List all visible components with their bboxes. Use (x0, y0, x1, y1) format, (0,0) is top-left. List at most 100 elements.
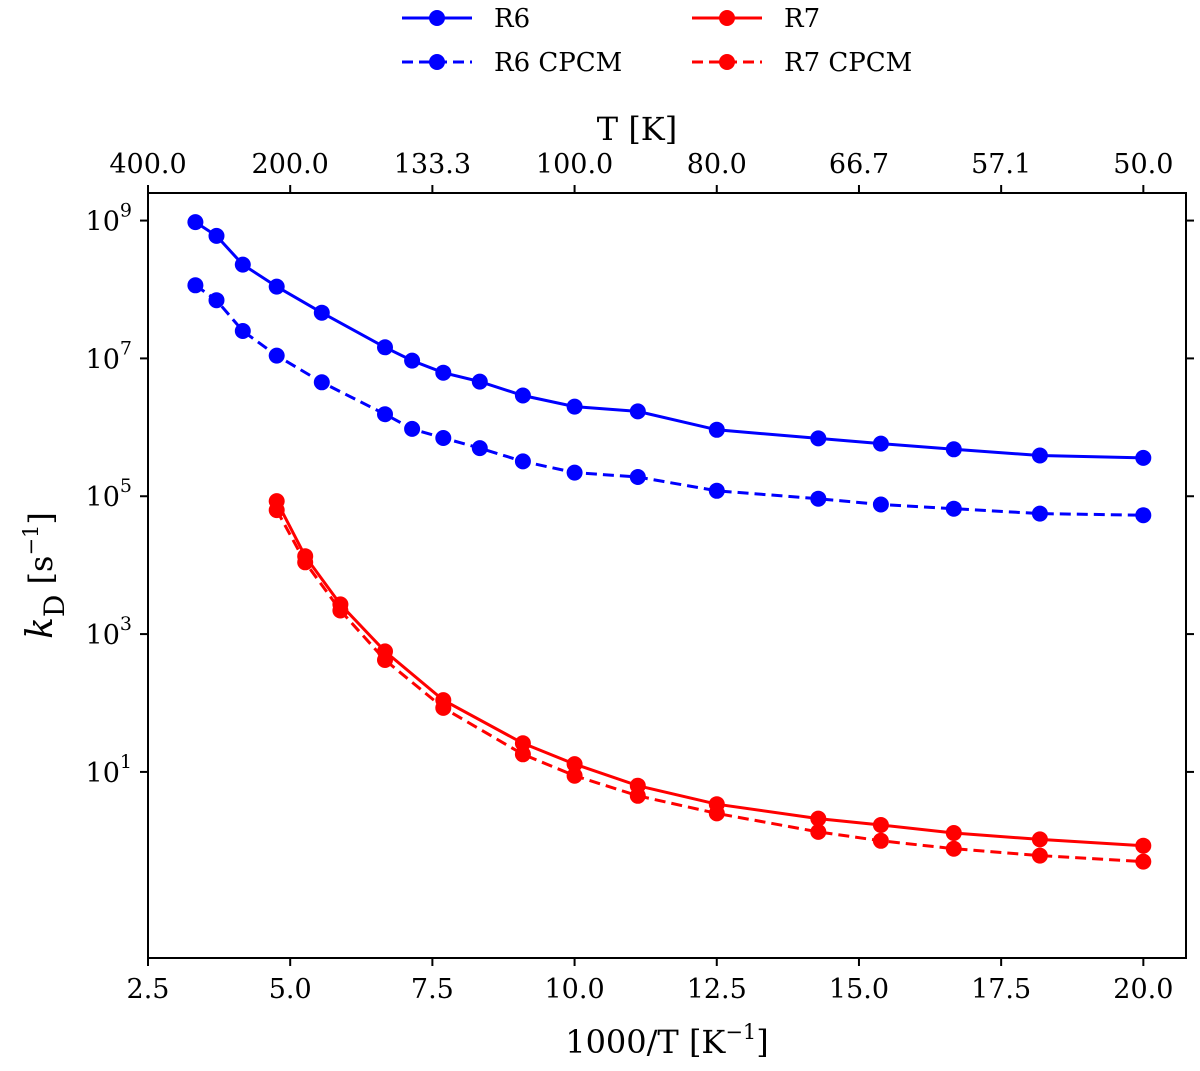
x2-tick-label: 100.0 (536, 149, 613, 180)
y-tick-base: 10 (86, 620, 120, 651)
x-axis-title-text: 1000/T [K (565, 1023, 726, 1061)
data-point (187, 214, 204, 231)
x2-tick-label: 66.7 (829, 149, 889, 180)
data-point (945, 441, 962, 458)
data-point (945, 840, 962, 857)
data-point (208, 227, 225, 244)
y-tick-base: 10 (86, 482, 120, 513)
y-tick-label: 105 (86, 475, 132, 513)
data-point (514, 453, 531, 470)
data-point (810, 810, 827, 827)
data-point (945, 825, 962, 841)
data-point (514, 746, 531, 763)
data-point (313, 304, 330, 321)
data-point (187, 277, 204, 294)
data-point (268, 347, 285, 364)
axes-layer: 2.5 5.0 7.5 10.0 12.5 15.0 17.5 20.0 400.0 200.0 1… (19, 110, 1194, 1061)
y-tick-base: 10 (86, 344, 120, 375)
x-tick-label: 15.0 (829, 974, 889, 1005)
x2-tick-label: 200.0 (252, 149, 329, 180)
data-point (234, 256, 251, 273)
data-point (566, 756, 583, 773)
data-point (708, 805, 725, 822)
x2-axis-title: T [K] (597, 110, 677, 148)
data-point (404, 352, 421, 369)
y-tick-exponent: 1 (120, 751, 132, 773)
x-axis-title-suffix: ] (756, 1023, 768, 1061)
data-point (297, 554, 314, 571)
data-point (566, 398, 583, 415)
x-tick-label: 20.0 (1113, 974, 1173, 1005)
y-tick-base: 10 (86, 207, 120, 238)
data-point (268, 278, 285, 295)
y-tick-exponent: 7 (120, 337, 132, 359)
data-point (435, 364, 452, 381)
data-point (872, 832, 889, 849)
x-tick-label: 12.5 (687, 974, 747, 1005)
y-axis-title-k: k (20, 617, 61, 639)
plot-area (147, 192, 1187, 959)
data-point (332, 602, 349, 619)
legend-label: R7 CPCM (784, 48, 912, 78)
data-point (514, 387, 531, 404)
y-tick-exponent: 3 (120, 613, 132, 635)
y-tick-base: 10 (86, 758, 120, 789)
plot-frame (147, 192, 1187, 959)
x-tick-label: 2.5 (127, 974, 170, 1005)
data-point (566, 767, 583, 784)
legend-marker (719, 54, 735, 70)
data-point (708, 482, 725, 499)
x-axis-title: 1000/T [K−1] (565, 1020, 769, 1061)
data-point (377, 652, 393, 668)
data-point (945, 500, 962, 517)
series-line-r7-cpcm (275, 509, 1144, 864)
data-point (1135, 837, 1152, 854)
data-point (872, 817, 889, 833)
data-point (208, 292, 225, 309)
data-point (1031, 847, 1048, 864)
data-point (435, 699, 452, 716)
data-point (810, 430, 827, 447)
data-point (514, 735, 531, 752)
y-axis-title-unit-sup: −1 (19, 525, 43, 556)
data-point (471, 373, 488, 390)
data-point (1031, 447, 1048, 464)
y-axis-title: kD [s−1] (19, 512, 71, 639)
data-point (810, 490, 827, 507)
y-axis-title-unit: [s (22, 556, 60, 595)
series-line-r7 (275, 500, 1144, 848)
data-point (629, 403, 646, 420)
y-tick-label: 109 (86, 200, 132, 238)
data-point (313, 374, 330, 391)
data-point (1135, 853, 1152, 870)
data-point (1135, 449, 1152, 466)
data-point (872, 435, 889, 452)
legend-label: R6 CPCM (494, 48, 622, 78)
y-tick-exponent: 5 (120, 475, 132, 497)
y-tick-label: 101 (86, 751, 132, 789)
data-point (810, 823, 827, 840)
data-point (404, 420, 421, 437)
data-point (1135, 507, 1152, 524)
x-tick-label: 10.0 (545, 974, 605, 1005)
data-point (872, 496, 889, 513)
x-tick-label: 5.0 (269, 974, 312, 1005)
data-point (629, 787, 646, 804)
data-point (471, 440, 488, 457)
data-point (435, 430, 452, 446)
data-point (377, 406, 393, 423)
x2-tick-label: 57.1 (971, 149, 1031, 180)
series-line-r6 (194, 220, 1144, 460)
legend-label: R7 (784, 4, 820, 34)
x-tick-label: 17.5 (971, 974, 1031, 1005)
x2-tick-label: 80.0 (687, 149, 747, 180)
data-point (708, 421, 725, 438)
data-point (1031, 505, 1048, 522)
y-tick-label: 107 (86, 337, 132, 375)
y-tick-exponent: 9 (120, 200, 132, 222)
legend-marker (719, 10, 735, 26)
data-point (268, 502, 285, 519)
x-tick-label: 7.5 (411, 974, 454, 1005)
x2-tick-label: 400.0 (109, 149, 186, 180)
data-point (234, 323, 251, 339)
